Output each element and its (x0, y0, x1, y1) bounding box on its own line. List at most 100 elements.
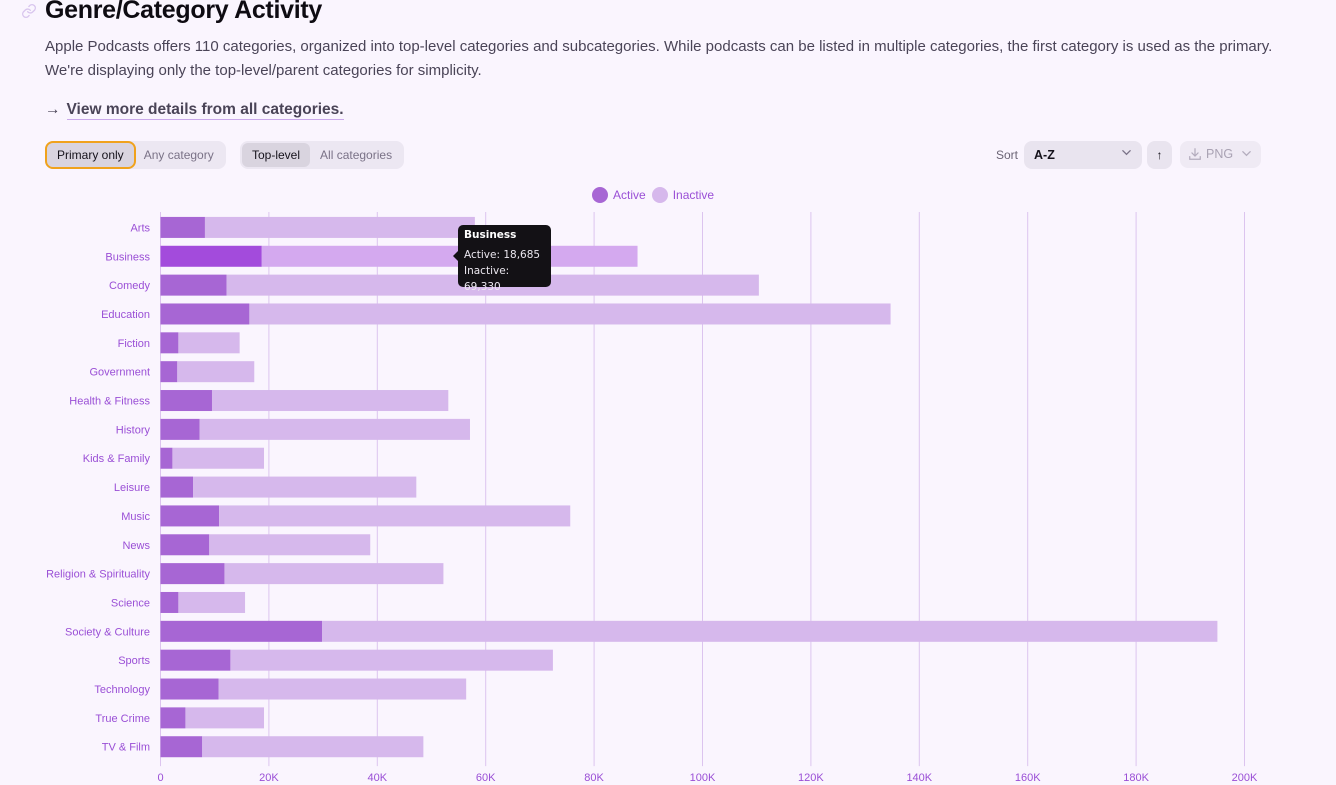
category-label: TV & Film (102, 742, 150, 754)
sort-direction-button[interactable]: ↑ (1147, 141, 1172, 169)
bar-active[interactable] (160, 678, 219, 700)
bar-active[interactable] (160, 418, 200, 440)
bar-inactive[interactable] (193, 476, 417, 498)
chevron-down-icon (1241, 151, 1251, 157)
bar-inactive[interactable] (322, 620, 1218, 642)
bar-inactive[interactable] (218, 678, 467, 700)
bars (160, 216, 1218, 758)
category-label: Education (101, 309, 150, 321)
bar-inactive[interactable] (209, 534, 371, 556)
bar-active[interactable] (160, 303, 250, 325)
category-level-toggle: Top-level All categories (240, 141, 405, 169)
tooltip-inactive: Inactive: 69,330 (464, 265, 510, 293)
category-label: History (116, 424, 151, 436)
bar-active[interactable] (160, 447, 173, 469)
arrow-up-icon: ↑ (1156, 148, 1163, 162)
x-tick-label: 200K (1232, 772, 1258, 784)
primary-only-option[interactable]: Primary only (45, 141, 136, 169)
bar-inactive[interactable] (178, 332, 240, 354)
bar-inactive[interactable] (172, 447, 265, 469)
bar-inactive[interactable] (261, 245, 638, 267)
legend-item-active[interactable]: Active (592, 187, 646, 203)
chart-tooltip: Business Active: 18,685 Inactive: 69,330 (453, 225, 551, 293)
bar-inactive[interactable] (224, 563, 444, 585)
bar-active[interactable] (160, 649, 231, 671)
x-tick-label: 180K (1123, 772, 1149, 784)
category-label: Society & Culture (65, 626, 150, 638)
bar-inactive[interactable] (211, 390, 449, 412)
bar-active[interactable] (160, 274, 227, 296)
category-label: Sports (118, 655, 150, 667)
sort-select[interactable]: A-Z (1024, 141, 1142, 169)
bar-inactive[interactable] (219, 505, 571, 527)
bar-inactive[interactable] (204, 216, 475, 238)
tooltip-title: Business (464, 229, 517, 241)
bar-inactive[interactable] (185, 707, 265, 729)
x-tick-label: 40K (368, 772, 388, 784)
x-tick-label: 140K (906, 772, 932, 784)
bar-active[interactable] (160, 332, 179, 354)
x-tick-label: 80K (584, 772, 604, 784)
category-label: Fiction (118, 338, 150, 350)
any-category-option[interactable]: Any category (143, 148, 214, 162)
bar-active[interactable] (160, 390, 212, 412)
bar-active[interactable] (160, 591, 179, 613)
category-label: Government (89, 367, 150, 379)
bar-inactive[interactable] (202, 736, 424, 758)
bar-inactive[interactable] (199, 418, 470, 440)
chevron-down-icon (1121, 141, 1132, 169)
sort-label: Sort (996, 148, 1019, 162)
top-level-option[interactable]: Top-level (242, 143, 311, 167)
category-scope-toggle: Primary only Any category (45, 141, 226, 169)
category-label: Leisure (114, 482, 150, 494)
x-tick-label: 160K (1015, 772, 1041, 784)
category-label: Comedy (109, 280, 150, 292)
bar-active[interactable] (160, 563, 225, 585)
bar-active[interactable] (160, 736, 203, 758)
bar-inactive[interactable] (178, 591, 246, 613)
view-more-details-link[interactable]: View more details from all categories. (66, 101, 344, 120)
category-labels: Arts Business Comedy Education Fiction Govern… (46, 222, 150, 753)
sort-value: A-Z (1034, 148, 1055, 162)
link-icon[interactable] (21, 3, 37, 19)
legend-label-active: Active (613, 188, 646, 202)
x-tick-label: 20K (259, 772, 279, 784)
category-label: Music (121, 511, 150, 523)
tooltip-active: Active: 18,685 (464, 249, 541, 261)
export-label: PNG (1206, 147, 1234, 161)
x-axis-tick-labels: 0 20K 40K 60K 80K 100K 120K 140K 160K 180K 200K (157, 772, 1258, 784)
category-label: True Crime (95, 713, 150, 725)
category-label: Kids & Family (83, 453, 151, 465)
category-label: Science (111, 597, 150, 609)
bar-active[interactable] (160, 216, 205, 238)
bar-active[interactable] (160, 707, 186, 729)
chart-legend: Active Inactive (592, 187, 720, 203)
export-png-button[interactable]: PNG (1180, 141, 1261, 168)
legend-swatch-inactive (651, 187, 668, 203)
bar-inactive[interactable] (230, 649, 553, 671)
legend-item-inactive[interactable]: Inactive (651, 187, 715, 203)
x-tick-label: 100K (690, 772, 716, 784)
category-label: Technology (94, 684, 150, 696)
x-tick-label: 120K (798, 772, 824, 784)
category-label: News (122, 540, 150, 552)
section-description: Apple Podcasts offers 110 categories, or… (45, 38, 1273, 79)
legend-label-inactive: Inactive (672, 188, 715, 202)
section-title: Genre/Category Activity (45, 0, 322, 24)
category-activity-chart: Arts Business Comedy Education Fiction Govern… (46, 212, 1258, 784)
legend-swatch-active (592, 187, 608, 203)
all-categories-option[interactable]: All categories (320, 148, 393, 162)
category-label: Business (105, 251, 150, 263)
x-tick-label: 0 (157, 772, 163, 784)
category-label: Arts (130, 222, 150, 234)
bar-active[interactable] (160, 534, 210, 556)
download-icon (1189, 148, 1201, 160)
category-label: Health & Fitness (69, 396, 150, 408)
bar-active[interactable] (160, 620, 323, 642)
bar-active[interactable] (160, 361, 178, 383)
bar-active[interactable] (160, 505, 220, 527)
bar-active[interactable] (160, 245, 262, 267)
bar-active[interactable] (160, 476, 194, 498)
bar-inactive[interactable] (177, 361, 255, 383)
bar-inactive[interactable] (249, 303, 891, 325)
